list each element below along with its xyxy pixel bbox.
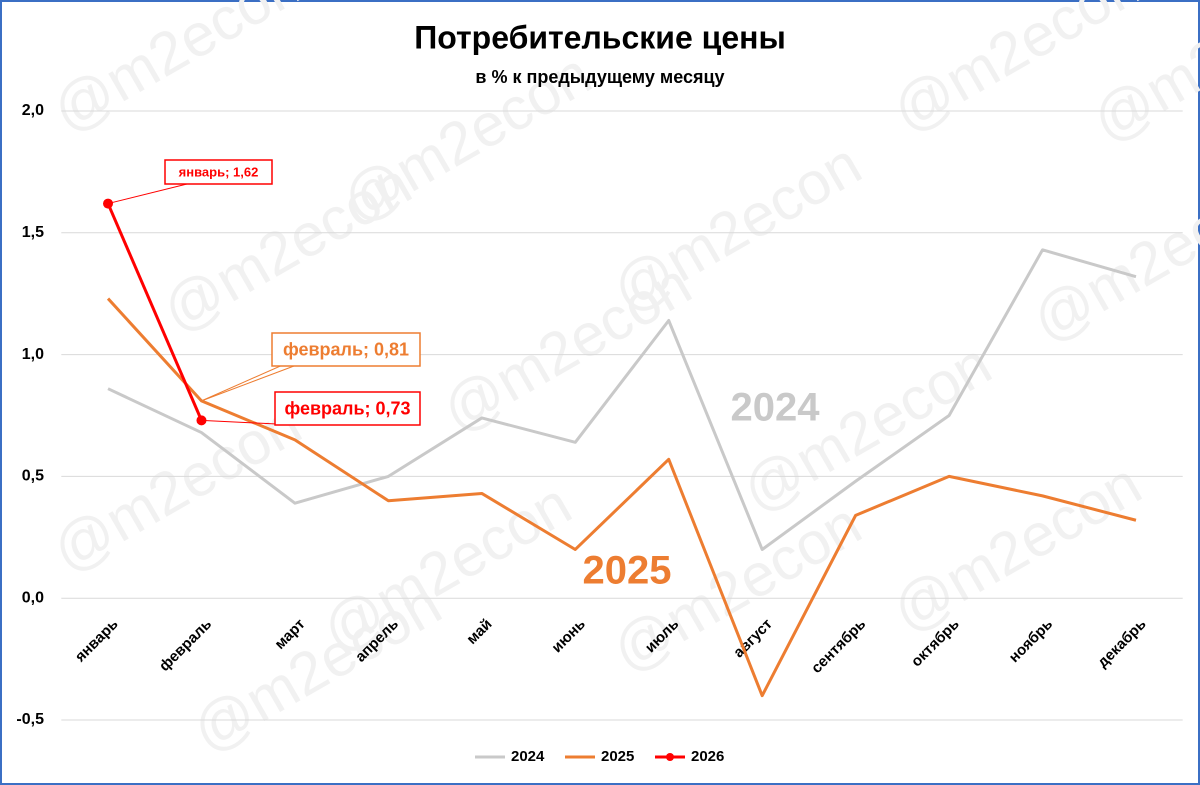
legend-label: 2026 [691,748,724,765]
series-line [106,202,203,421]
y-tick-label: 0,5 [22,468,44,485]
label-box [271,332,421,367]
legend-label: 2024 [511,748,545,765]
series-line [107,248,1137,551]
y-tick-label: 2,0 [22,102,44,119]
data-label: январь; 1,62 [179,164,259,179]
label-box [274,391,421,426]
data-label: февраль; 0,81 [283,339,409,359]
y-tick-label: -0,5 [16,711,44,728]
leader-line [107,183,188,205]
legend-label: 2025 [601,748,634,765]
y-tick-label: 0,0 [22,589,44,606]
label-box [164,159,273,185]
y-tick-label: 1,0 [22,346,44,363]
series-line [106,297,1137,698]
series-label: 2025 [583,549,672,593]
legend-marker [666,753,674,761]
chart-subtitle: в % к предыдущему месяцу [475,67,724,87]
leader-line [201,359,295,402]
leader-line [201,365,295,402]
data-label: февраль; 0,73 [284,398,410,418]
chart-title: Потребительские цены [414,19,786,55]
y-tick-label: 1,5 [22,224,44,241]
series-label: 2024 [731,386,821,430]
